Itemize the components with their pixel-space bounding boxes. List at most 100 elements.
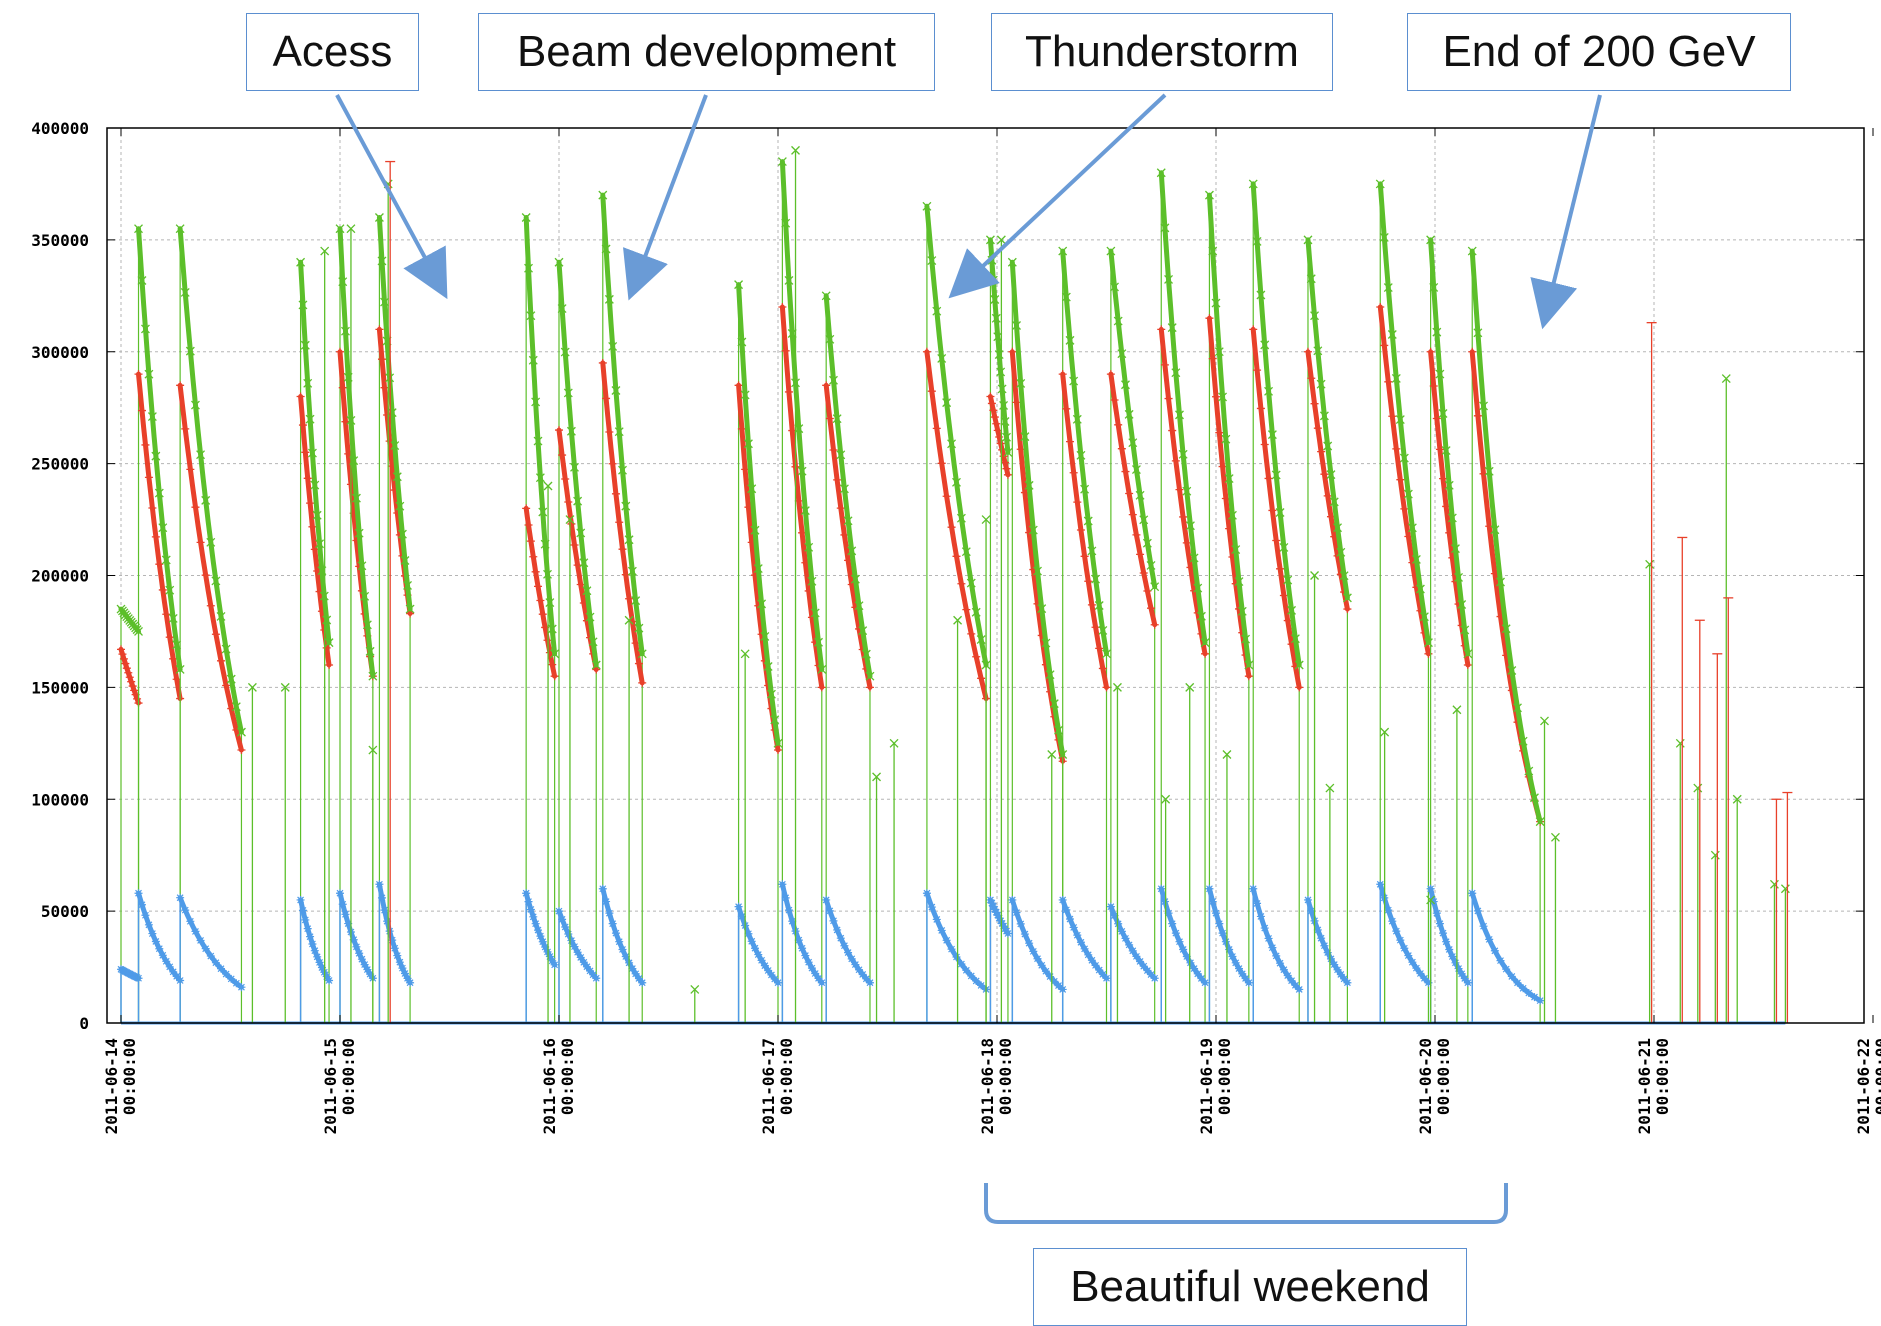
fill-curve-green-marker: [365, 646, 375, 656]
fill-curve-red-marker: [338, 383, 347, 392]
fill-curve-blue-marker: [232, 979, 241, 988]
fill-curve-red-marker: [1095, 644, 1104, 653]
fill-curve-red-marker: [301, 448, 310, 457]
fill-curve-blue-marker: [764, 966, 773, 975]
fill-curve-green-marker: [807, 576, 817, 586]
fill-curve-blue-marker: [1058, 895, 1067, 904]
fill-curve-blue-marker: [1221, 937, 1230, 946]
fill-curve-green-marker: [1524, 766, 1534, 776]
fill-curve-blue-marker: [1388, 917, 1397, 926]
spike-green-marker: [346, 224, 356, 234]
fill-curve-red-marker: [942, 492, 951, 501]
fill-curve-blue-marker: [957, 960, 966, 969]
x-tick-label: 2011-06-18 00:00:00: [978, 1038, 1015, 1134]
fill-curve-blue-marker: [400, 969, 409, 978]
fill-curve-green-marker: [1117, 349, 1127, 359]
fill-curve-green-marker: [303, 378, 313, 388]
fill-curve-blue-marker: [592, 974, 601, 983]
fill-curve-red-marker: [1380, 341, 1389, 350]
fill-curve-green: [376, 215, 413, 612]
fill-curve-green-marker: [1231, 545, 1241, 555]
fill-curve-blue-marker: [1320, 941, 1329, 950]
fill-curve-red-marker: [1218, 462, 1227, 471]
fill-curve-blue-marker: [1132, 952, 1141, 961]
fill-curve-green-marker: [1098, 625, 1108, 635]
fill-curve-blue-marker: [558, 915, 567, 924]
fill-curve-green-marker: [627, 566, 637, 576]
fill-curve-blue-marker: [922, 889, 931, 898]
fill-curve-blue-marker: [296, 895, 305, 904]
fill-curve-blue-marker: [534, 926, 543, 935]
fill-curve-green-marker: [161, 555, 171, 565]
fill-curve-blue-marker: [788, 917, 797, 926]
fill-curve-blue-marker: [844, 948, 853, 957]
fill-curve-blue-marker: [1307, 906, 1316, 915]
fill-curve-green: [1469, 248, 1543, 825]
fill-curve-blue-marker: [567, 936, 576, 945]
fill-curve-blue-marker: [794, 936, 803, 945]
fill-curve-blue-marker: [767, 970, 776, 979]
fill-curve-red-marker: [125, 673, 134, 682]
fill-curve-blue-marker: [865, 978, 874, 987]
fill-curve-blue-marker: [1190, 964, 1199, 973]
fill-curve-green-marker: [747, 484, 757, 494]
fill-curve-green-marker: [777, 157, 787, 167]
fill-curve-red-marker: [638, 678, 647, 687]
fill-curve-green-marker: [1275, 508, 1285, 517]
fill-curve-green-marker: [621, 501, 631, 511]
fill-curve-red-marker: [576, 580, 585, 589]
fill-curve-green-marker: [591, 660, 601, 670]
fill-curve-blue-marker: [1117, 927, 1126, 936]
y-tick-label: 50000: [41, 902, 89, 921]
fill-curve-blue-marker: [1193, 969, 1202, 978]
x-tick-date: 2011-06-21: [1635, 1038, 1654, 1134]
fill-curve-red-marker: [206, 601, 215, 610]
fill-curve-green-marker: [1061, 292, 1071, 302]
fill-curve-blue-marker: [315, 958, 324, 967]
fill-curve-blue-marker: [1238, 969, 1247, 978]
fill-curve-blue-marker: [1003, 929, 1012, 938]
fill-curve-red-marker: [840, 530, 849, 539]
fill-curve-green-marker: [1214, 347, 1224, 357]
fill-curve-red-marker: [1084, 577, 1093, 586]
fill-curve-red-marker: [932, 424, 941, 433]
y-tick-label: 200000: [31, 567, 89, 586]
fill-curve-green-marker: [1244, 660, 1254, 670]
fill-curve-green-marker: [1131, 465, 1141, 475]
fill-curve-red-marker: [325, 661, 334, 669]
fill-curve-red-marker: [774, 746, 782, 755]
fill-curve-green-marker: [1256, 290, 1266, 300]
fill-curve-red-marker: [151, 532, 160, 541]
fill-curve-red-marker: [526, 537, 535, 546]
fill-curve-blue-marker: [1102, 974, 1111, 983]
fill-curve-blue-marker: [986, 895, 995, 904]
fill-curve-blue-marker: [1106, 902, 1115, 911]
fill-curve-green-marker: [1012, 321, 1021, 330]
fill-curve-green-marker: [1033, 566, 1042, 576]
fill-curve-blue-marker: [388, 936, 397, 945]
plot-frame: [106, 127, 1874, 1024]
fill-curve-red-marker: [602, 394, 611, 403]
fill-curve-red-marker: [993, 426, 1002, 435]
fill-curve-blue-marker: [322, 972, 331, 981]
fill-curve-green-marker: [1260, 340, 1270, 350]
fill-curve-green-marker: [191, 400, 200, 410]
fill-curve-green-marker: [1028, 525, 1038, 535]
fill-curve-green-marker: [1391, 373, 1401, 383]
fill-curve-green-marker: [296, 257, 306, 267]
fill-curve-green-marker: [637, 649, 647, 659]
fill-curve-blue-marker: [169, 967, 178, 976]
fill-curve-blue-marker: [1479, 922, 1488, 931]
fill-curve-red-marker: [303, 474, 312, 483]
fill-curve-red-marker: [611, 489, 620, 498]
fill-curve-blue-marker: [628, 964, 637, 973]
fill-curve-blue-marker: [1091, 961, 1100, 970]
fill-curve-green-marker: [1065, 335, 1075, 345]
x-tick-label: 2011-06-14 00:00:00: [102, 1038, 139, 1134]
fill-curve-green-marker: [1454, 572, 1463, 582]
fill-curve-blue-marker: [804, 958, 813, 967]
fill-curve-red-marker: [927, 387, 936, 396]
fill-curve-blue-marker: [1272, 951, 1281, 960]
fill-curve-green-marker: [1310, 311, 1320, 321]
fill-curve-blue-marker: [366, 970, 375, 979]
